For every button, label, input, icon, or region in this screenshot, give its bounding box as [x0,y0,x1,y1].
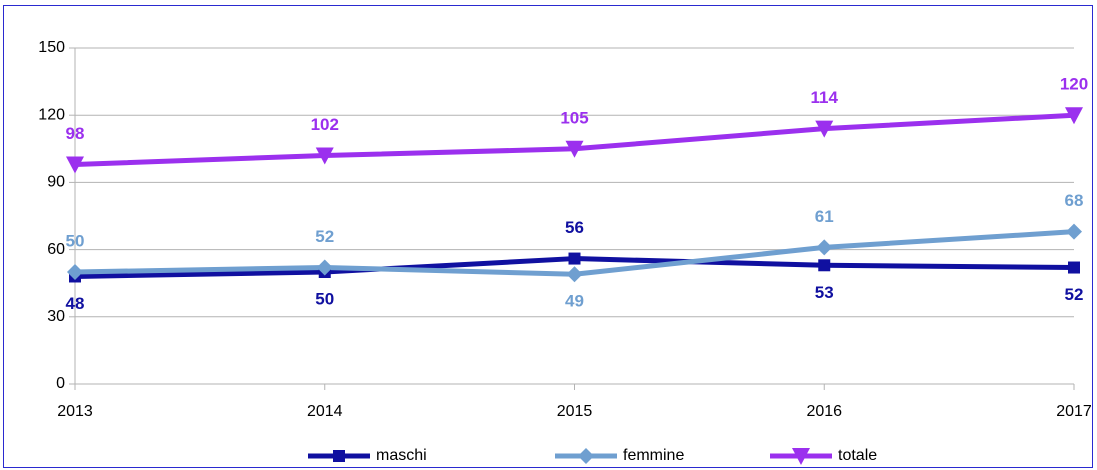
marker [67,264,83,280]
x-tick-label: 2016 [806,403,842,420]
data-label: 50 [66,231,85,250]
y-tick-label: 60 [47,241,65,258]
marker [1066,223,1082,240]
data-label: 56 [565,218,584,237]
x-tick-label: 2014 [307,403,343,420]
data-label: 49 [565,292,584,311]
data-label: 120 [1060,75,1088,94]
x-tick-label: 2013 [57,403,93,420]
marker [816,239,833,256]
y-tick-label: 0 [56,375,65,392]
data-label: 98 [66,124,85,143]
marker [815,120,834,138]
data-label: 105 [560,108,588,127]
marker [568,252,581,265]
marker [315,147,334,165]
data-label: 114 [811,88,839,107]
data-label: 68 [1065,191,1084,210]
y-tick-label: 90 [47,174,65,191]
data-label: 52 [315,227,334,246]
legend-label: femmine [623,447,684,464]
marker [316,259,333,276]
y-tick-label: 150 [38,39,65,56]
legend-label: maschi [376,447,427,464]
marker [333,450,345,462]
marker [792,448,810,465]
y-tick-label: 30 [47,308,65,325]
data-label: 61 [815,207,834,226]
marker [818,259,831,272]
data-label: 48 [66,294,85,313]
x-tick-label: 2017 [1056,403,1092,420]
marker [566,266,583,283]
marker [1068,261,1080,274]
legend-label: totale [838,447,877,464]
data-label: 102 [311,115,339,134]
x-tick-label: 2015 [557,403,593,420]
data-label: 52 [1065,285,1084,304]
chart-border [3,5,1093,468]
marker [565,140,584,158]
marker [578,448,594,464]
data-label: 53 [815,283,834,302]
marker [1065,107,1083,125]
y-tick-label: 120 [38,106,65,123]
data-label: 50 [315,289,334,308]
marker [66,156,84,174]
